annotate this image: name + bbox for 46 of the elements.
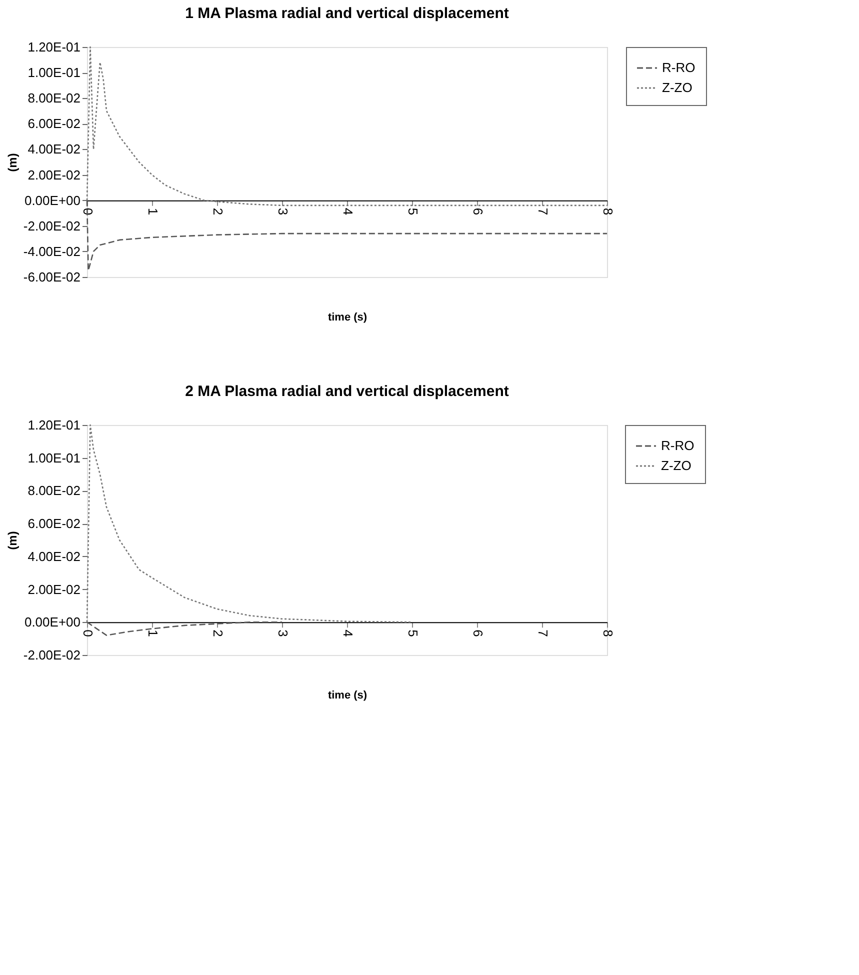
y-tick-label: 2.00E-02 xyxy=(28,582,80,597)
x-tick-label: 2 xyxy=(210,630,226,637)
y-axis-title: (m) xyxy=(5,531,20,550)
y-tick-label: 1.20E-01 xyxy=(28,418,80,432)
y-tick-label: 4.00E-02 xyxy=(28,142,80,157)
x-tick-label: 5 xyxy=(406,208,420,216)
x-tick-label: 1 xyxy=(146,208,160,216)
x-tick-label: 5 xyxy=(406,630,420,637)
legend-label: R-RO xyxy=(662,60,696,75)
y-tick-label: 0.00E+00 xyxy=(24,614,80,630)
x-tick-label: 6 xyxy=(470,208,486,216)
y-tick-label: 4.00E-02 xyxy=(28,548,80,564)
y-tick-label: 0.00E+00 xyxy=(24,192,80,208)
y-tick-label: 6.00E-02 xyxy=(28,516,80,532)
y-tick-label: 2.00E-02 xyxy=(28,167,80,182)
y-axis-title: (m) xyxy=(5,153,20,172)
y-tick-label: -2.00E-02 xyxy=(23,218,80,234)
y-tick-label: 6.00E-02 xyxy=(28,116,80,132)
chart-title: 1 MA Plasma radial and vertical displacement xyxy=(185,5,509,22)
x-tick-label: 0 xyxy=(80,208,96,216)
legend-label: Z-ZO xyxy=(662,80,692,95)
y-tick-label: 1.20E-01 xyxy=(28,40,80,54)
x-tick-label: 8 xyxy=(600,208,616,216)
x-tick-label: 6 xyxy=(470,630,486,637)
x-tick-label: 0 xyxy=(80,630,96,637)
y-tick-label: 1.00E-01 xyxy=(28,450,80,466)
x-tick-label: 7 xyxy=(536,208,550,216)
x-tick-label: 3 xyxy=(276,208,290,216)
y-tick-label: -2.00E-02 xyxy=(23,648,80,662)
x-tick-label: 7 xyxy=(536,630,550,637)
legend-label: R-RO xyxy=(661,438,694,453)
chart-title: 2 MA Plasma radial and vertical displacement xyxy=(185,383,509,400)
y-tick-label: 8.00E-02 xyxy=(28,483,80,498)
x-tick-label: 8 xyxy=(600,630,616,637)
y-tick-label: -4.00E-02 xyxy=(23,244,80,259)
x-tick-label: 2 xyxy=(210,208,226,216)
y-tick-label: 1.00E-01 xyxy=(28,65,80,80)
x-axis-title: time (s) xyxy=(328,690,368,702)
x-tick-label: 4 xyxy=(340,630,356,637)
x-tick-label: 3 xyxy=(276,630,290,637)
x-tick-label: 4 xyxy=(340,208,356,216)
legend-label: Z-ZO xyxy=(661,458,692,473)
y-tick-label: -6.00E-02 xyxy=(23,270,80,284)
x-tick-label: 1 xyxy=(146,630,160,637)
y-tick-label: 8.00E-02 xyxy=(28,90,80,106)
x-axis-title: time (s) xyxy=(328,312,368,324)
